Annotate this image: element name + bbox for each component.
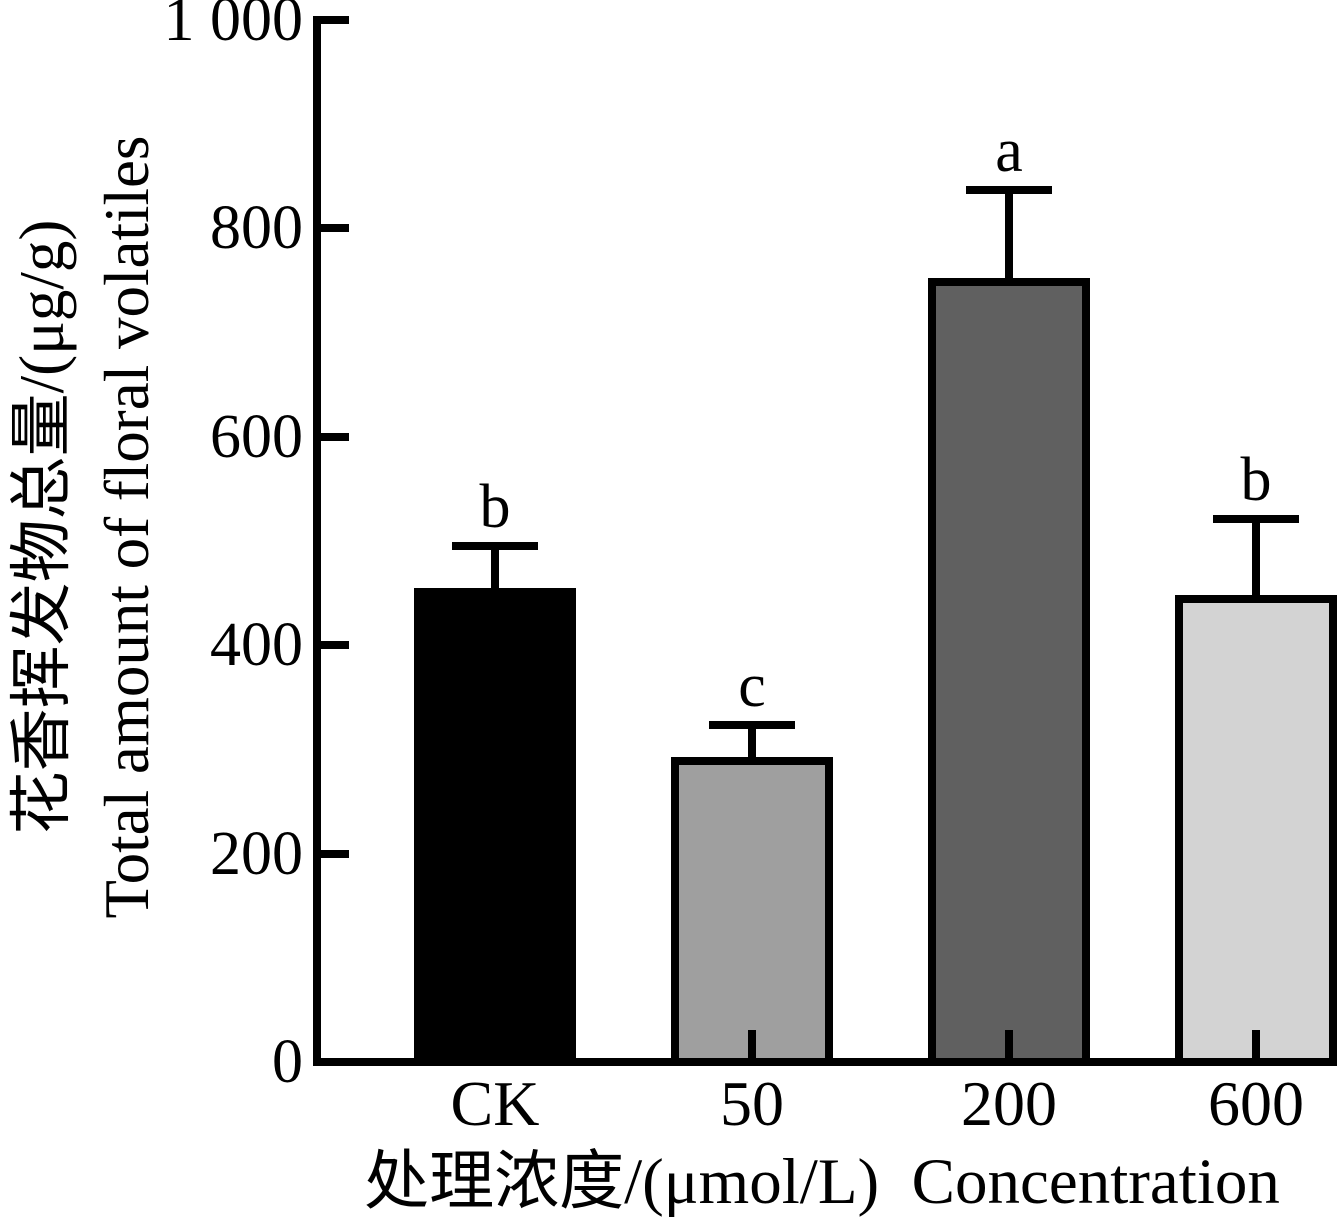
x-tick-50 bbox=[748, 1030, 756, 1058]
error-bar-stem-600 bbox=[1252, 519, 1260, 604]
x-tick-label-200: 200 bbox=[961, 1068, 1057, 1139]
error-bar-stem-CK bbox=[491, 546, 499, 596]
error-bar-stem-200 bbox=[1005, 189, 1013, 287]
x-tick-label-50: 50 bbox=[720, 1068, 784, 1139]
x-axis-line bbox=[313, 1058, 1337, 1066]
error-bar-cap-200 bbox=[966, 185, 1052, 194]
y-axis-title-chinese: 花香挥发物总量/(μg/g) bbox=[7, 219, 77, 835]
x-tick-label-CK: CK bbox=[450, 1068, 540, 1139]
error-bar-stem-50 bbox=[748, 725, 756, 765]
bar-50 bbox=[671, 756, 833, 1066]
sig-letter-200: a bbox=[995, 116, 1023, 185]
x-axis-title: 处理浓度/(μmol/L) Concentration bbox=[364, 1146, 1280, 1218]
y-axis-line bbox=[313, 16, 321, 1066]
x-tick-200 bbox=[1005, 1030, 1013, 1058]
y-tick-label-0: 0 bbox=[272, 1028, 303, 1096]
bar-200 bbox=[928, 278, 1090, 1066]
bar-CK bbox=[414, 587, 576, 1066]
x-tick-600 bbox=[1252, 1030, 1260, 1058]
y-tick-label-200: 200 bbox=[210, 819, 303, 888]
error-bar-cap-50 bbox=[709, 721, 795, 730]
y-tick-600 bbox=[317, 432, 349, 441]
y-tick-label-1000: 1 000 bbox=[163, 0, 304, 54]
y-tick-400 bbox=[317, 641, 349, 650]
y-tick-label-600: 600 bbox=[210, 402, 303, 471]
sig-letter-CK: b bbox=[479, 473, 511, 542]
x-tick-CK bbox=[491, 1030, 499, 1058]
y-tick-800 bbox=[317, 224, 349, 233]
y-tick-label-400: 400 bbox=[210, 611, 303, 680]
y-tick-200 bbox=[317, 849, 349, 858]
error-bar-cap-600 bbox=[1213, 515, 1299, 524]
x-tick-label-600: 600 bbox=[1208, 1068, 1304, 1139]
y-tick-label-800: 800 bbox=[210, 194, 303, 263]
error-bar-cap-CK bbox=[452, 542, 538, 551]
sig-letter-600: b bbox=[1240, 446, 1272, 515]
sig-letter-50: c bbox=[738, 652, 766, 721]
bar-600 bbox=[1175, 595, 1337, 1066]
y-tick-1000 bbox=[317, 16, 349, 24]
